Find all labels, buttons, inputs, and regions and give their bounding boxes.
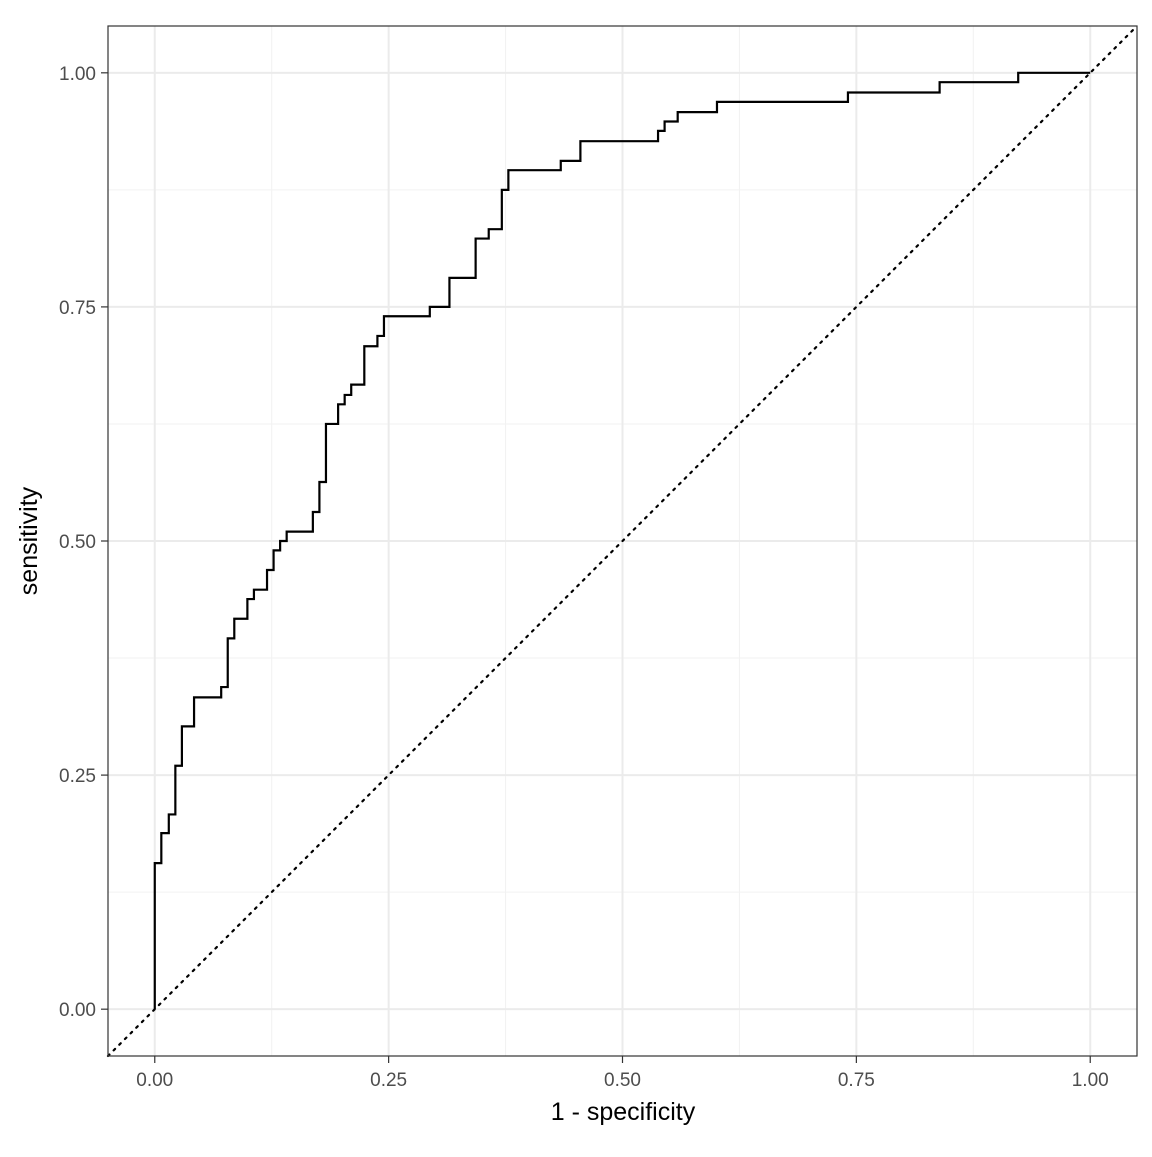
- y-tick-label: 1.00: [59, 64, 96, 85]
- y-tick-label: 0.50: [59, 532, 96, 553]
- chart-marks: [106, 24, 1139, 1058]
- x-tick-label: 1.00: [1072, 1070, 1109, 1091]
- roc-curve-line: [153, 71, 1091, 1010]
- y-tick-labels: 0.00 0.25 0.50 0.75 1.00: [59, 64, 96, 1021]
- x-axis-title: 1 - specificity: [551, 1098, 696, 1126]
- x-tick-label: 0.75: [838, 1070, 875, 1091]
- y-axis-title: sensitivity: [15, 486, 43, 595]
- x-tick-label: 0.25: [370, 1070, 407, 1091]
- y-tick-label: 0.25: [59, 766, 96, 787]
- major-grid: [108, 26, 1137, 1056]
- x-tick-label: 0.50: [604, 1070, 641, 1091]
- x-tick-labels: 0.00 0.25 0.50 0.75 1.00: [136, 1070, 1108, 1091]
- y-tick-label: 0.75: [59, 298, 96, 319]
- x-tick-label: 0.00: [136, 1070, 173, 1091]
- y-tick-label: 0.00: [59, 1000, 96, 1021]
- reference-diagonal-line: [106, 24, 1139, 1058]
- axis-ticks: [101, 72, 1091, 1063]
